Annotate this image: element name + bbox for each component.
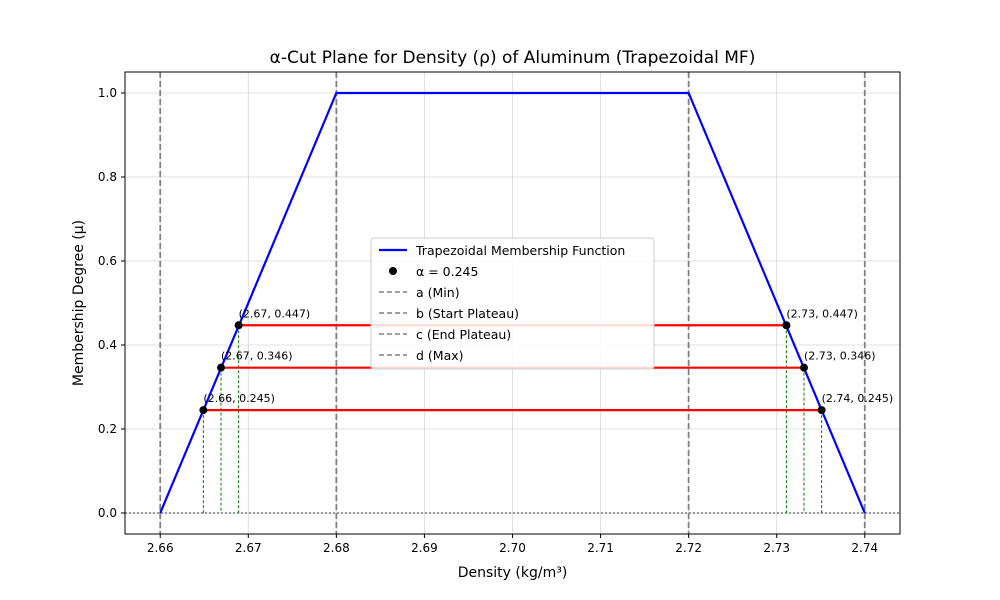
x-tick-label-1: 2.67: [235, 541, 262, 555]
alpha-annotation-left-1: (2.67, 0.346): [221, 350, 293, 363]
alpha-annotation-left-0: (2.66, 0.245): [203, 392, 275, 405]
y-tick-label-5: 1.0: [98, 86, 117, 100]
y-tick-label-4: 0.8: [98, 170, 117, 184]
membership-function-line: [159, 91, 866, 514]
alpha-annotation-right-0: (2.74, 0.245): [822, 392, 894, 405]
x-tick-label-3: 2.69: [411, 541, 438, 555]
x-tick-label-2: 2.68: [323, 541, 350, 555]
x-tick-label-6: 2.72: [675, 541, 702, 555]
alpha-annotation-right-2: (2.73, 0.447): [786, 307, 858, 320]
y-tick-label-2: 0.4: [98, 338, 117, 352]
legend: Trapezoidal Membership Function α = 0.24…: [370, 237, 655, 370]
x-tick-label-5: 2.71: [587, 541, 614, 555]
legend-a-label: a (Min): [416, 285, 460, 300]
x-axis-label: Density (kg/m³): [458, 565, 568, 581]
y-tick-label-1: 0.2: [98, 422, 117, 436]
alpha-point-left-2: [234, 321, 243, 330]
y-tick-label-0: 0.0: [98, 506, 117, 520]
alpha-point-right-2: [782, 321, 791, 330]
legend-alpha-marker: [389, 267, 397, 275]
x-tick-label-7: 2.73: [763, 541, 790, 555]
legend-d-label: d (Max): [416, 348, 464, 363]
chart-title: α-Cut Plane for Density (ρ) of Aluminum …: [270, 48, 756, 68]
y-axis-label: Membership Degree (μ): [71, 220, 87, 386]
alpha-point-right-0: [817, 406, 826, 415]
alpha-point-left-0: [199, 406, 208, 415]
x-tick-label-0: 2.66: [147, 541, 174, 555]
x-axis: 2.66 2.67 2.68 2.69 2.70 2.71 2.72 2.73 2.74: [147, 534, 878, 555]
legend-b-label: b (Start Plateau): [416, 306, 519, 321]
x-tick-label-4: 2.70: [499, 541, 526, 555]
legend-membership-label: Trapezoidal Membership Function: [415, 243, 625, 258]
alpha-point-left-1: [216, 363, 225, 372]
y-axis: 0.0 0.2 0.4 0.6 0.8 1.0: [98, 86, 125, 520]
legend-c-label: c (End Plateau): [416, 327, 511, 342]
plot-area: (2.66, 0.245) (2.74, 0.245) (2.67, 0.346) (…: [125, 72, 900, 534]
alpha-annotation-left-2: (2.67, 0.447): [239, 307, 311, 320]
legend-box: [370, 237, 655, 370]
y-tick-label-3: 0.6: [98, 254, 117, 268]
alpha-annotation-right-1: (2.73, 0.346): [804, 350, 876, 363]
legend-alpha-label: α = 0.245: [416, 264, 478, 279]
alpha-point-right-1: [800, 363, 809, 372]
x-tick-label-8: 2.74: [851, 541, 878, 555]
